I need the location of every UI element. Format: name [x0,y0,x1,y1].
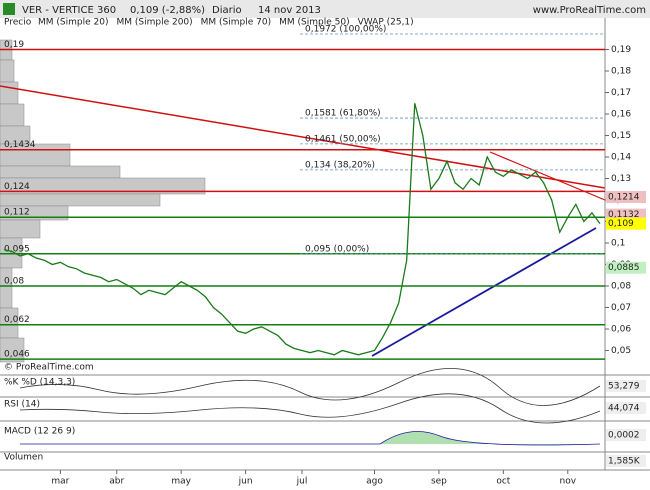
level-label: 0,1434 [4,140,36,150]
price-tag [606,261,646,274]
fib-label: 0,1972 (100,00%) [305,25,386,35]
indicator-name: %K %D (14,3,3) [4,378,75,388]
indicator-name: Volumen [4,453,43,463]
indicator-value: 53,279 [608,382,640,392]
indicator-value: 0,0002 [608,431,640,441]
y-tick-label: 0,07 [611,303,631,313]
volume-profile [0,39,206,363]
x-tick-label: abr [109,477,124,487]
y-tick-label: 0,17 [611,88,631,98]
fib-label: 0,134 (38,20%) [305,160,375,170]
x-tick-label: jun [238,477,253,487]
indicator-tag [606,429,646,441]
quote: 0,109 (-2,88%) [130,5,205,16]
y-tick-label: 0,14 [611,153,631,163]
y-tick-label: 0,08 [611,282,631,292]
y-tick-label: 0,1 [611,239,625,249]
level-label: 0,124 [4,182,30,192]
price-tag [606,217,646,230]
price-tag-label: 0,109 [608,219,634,229]
y-tick-label: 0,19 [611,45,631,55]
price-tag [606,208,646,221]
stoch-line [19,367,601,406]
logo [3,3,15,15]
site: www.ProRealTime.com [533,5,646,16]
price-tag [606,190,646,203]
y-tick-label: 0,05 [611,346,631,356]
indicator-name: MACD (12 26 9) [4,427,75,437]
trend-line [371,227,597,357]
x-tick-label: jul [296,477,308,487]
macd-line [20,431,601,446]
indicator-name: RSI (14) [4,400,40,410]
header-bar [0,0,650,18]
price-line [3,103,601,356]
ticker: VER - VERTICE 360 [22,5,116,16]
level-label: 0,062 [4,315,30,325]
indicator-value: 1,585K [608,457,641,467]
y-tick-label: 0,06 [611,325,631,335]
indicator-tag [606,402,646,414]
footer: © ProRealTime.com [4,363,94,373]
x-tick-label: oct [496,477,510,487]
date: 14 nov 2013 [258,5,321,16]
x-tick-label: mar [51,477,69,487]
price-tag-label: 0,1132 [608,210,640,220]
price-tag-label: 0,0885 [608,263,640,273]
y-tick-label: 0,15 [611,131,631,141]
y-tick-label: 0,13 [611,174,631,184]
y-tick-label: 0,16 [611,110,631,120]
x-tick-label: ago [366,477,383,487]
x-tick-label: may [171,477,191,487]
level-label: 0,112 [4,208,30,218]
fib-label: 0,1461 (50,00%) [305,134,381,144]
legend-item: MM (Simple 50) [279,18,349,28]
trend-line [0,85,606,189]
level-label: 0,046 [4,350,30,360]
fib-label: 0,095 (0,00%) [305,244,369,254]
level-label: 0,19 [4,40,24,50]
y-tick-label: 0,18 [611,67,631,77]
indicator-value: 44,074 [608,404,640,414]
legend-item: MM (Simple 20) [38,18,108,28]
level-label: 0,095 [4,244,30,254]
legend-item: MM (Simple 70) [201,18,271,28]
rsi-line [19,393,601,424]
fib-label: 0,1581 (61,80%) [305,109,381,119]
indicator-tag [606,380,646,392]
legend-item: MM (Simple 200) [116,18,192,28]
price-tag-label: 0,1214 [608,192,640,202]
x-tick-label: sep [431,477,447,487]
legend-item: VWAP (25,1) [358,18,414,28]
legend-price: Precio [4,18,32,28]
level-label: 0,08 [4,277,24,287]
indicator-tag [606,455,646,467]
period: Diario [212,5,242,16]
x-tick-label: nov [560,477,577,487]
